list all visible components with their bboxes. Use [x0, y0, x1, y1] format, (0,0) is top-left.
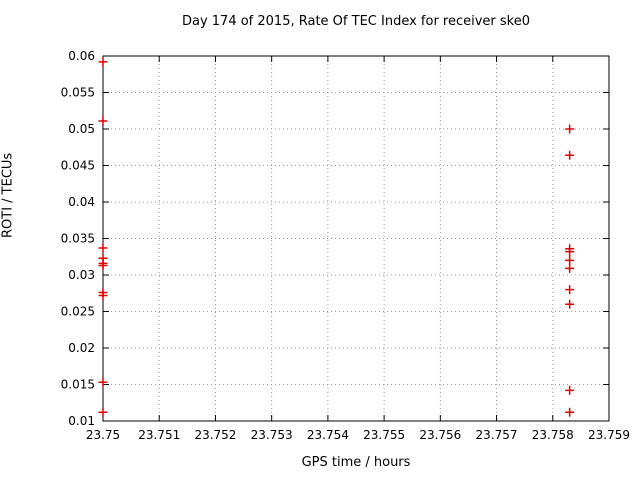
x-tick-label: 23.75: [86, 428, 120, 442]
chart-title: Day 174 of 2015, Rate Of TEC Index for r…: [181, 14, 531, 29]
data-point: [565, 285, 575, 295]
x-tick-label: 23.756: [419, 428, 461, 442]
data-point: [98, 116, 108, 126]
y-tick-label: 0.015: [61, 378, 95, 392]
x-tick-label: 23.753: [251, 428, 293, 442]
data-point: [565, 385, 575, 395]
y-tick-label: 0.02: [68, 341, 95, 355]
x-tick-label: 23.755: [363, 428, 405, 442]
x-tick-label: 23.759: [588, 428, 630, 442]
y-tick-label: 0.03: [68, 268, 95, 282]
x-tick-label: 23.752: [194, 428, 236, 442]
y-tick-label: 0.055: [61, 86, 95, 100]
data-point: [98, 290, 108, 300]
data-point: [98, 377, 108, 387]
y-tick-label: 0.05: [68, 122, 95, 136]
y-tick-label: 0.045: [61, 159, 95, 173]
data-point: [565, 263, 575, 273]
y-tick-label: 0.035: [61, 232, 95, 246]
data-point: [565, 255, 575, 265]
y-tick-label: 0.025: [61, 305, 95, 319]
y-tick-label: 0.06: [68, 49, 95, 63]
data-point: [565, 124, 575, 134]
y-tick-label: 0.01: [68, 414, 95, 428]
data-point: [565, 407, 575, 417]
data-point: [98, 261, 108, 271]
data-point: [565, 247, 575, 257]
x-tick-label: 23.757: [476, 428, 518, 442]
x-tick-label: 23.758: [532, 428, 574, 442]
data-point: [565, 150, 575, 160]
x-axis-label: GPS time / hours: [301, 455, 411, 470]
y-tick-label: 0.04: [68, 195, 95, 209]
x-tick-label: 23.754: [307, 428, 349, 442]
data-point: [565, 299, 575, 309]
data-point: [98, 243, 108, 253]
data-point: [98, 57, 108, 67]
data-point: [98, 407, 108, 417]
x-tick-label: 23.751: [138, 428, 180, 442]
